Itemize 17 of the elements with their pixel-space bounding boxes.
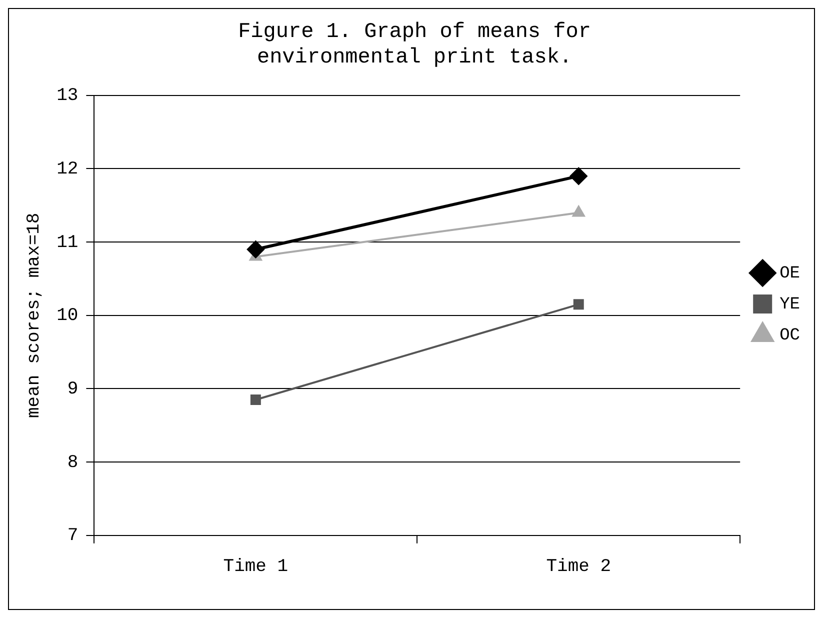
x-tick-label: Time 1 bbox=[223, 556, 288, 577]
legend-label: YE bbox=[780, 296, 800, 314]
y-tick-label: 12 bbox=[56, 160, 78, 180]
x-tick-label: Time 2 bbox=[546, 556, 612, 577]
legend-label: OE bbox=[780, 264, 800, 284]
point bbox=[570, 168, 588, 185]
y-axis-title: mean scores; max=18 bbox=[24, 212, 45, 418]
point bbox=[573, 299, 584, 310]
legend-label: OC bbox=[780, 326, 800, 346]
y-tick-label: 10 bbox=[56, 306, 78, 326]
point bbox=[250, 394, 261, 405]
y-tick-label: 7 bbox=[67, 526, 78, 546]
chart-title: Figure 1. Graph of means for environmental print task. bbox=[238, 21, 591, 70]
y-tick-label: 8 bbox=[67, 452, 78, 473]
y-tick-label: 11 bbox=[56, 232, 78, 253]
y-tick-label: 9 bbox=[67, 380, 78, 400]
y-tick-label: 13 bbox=[56, 86, 78, 106]
